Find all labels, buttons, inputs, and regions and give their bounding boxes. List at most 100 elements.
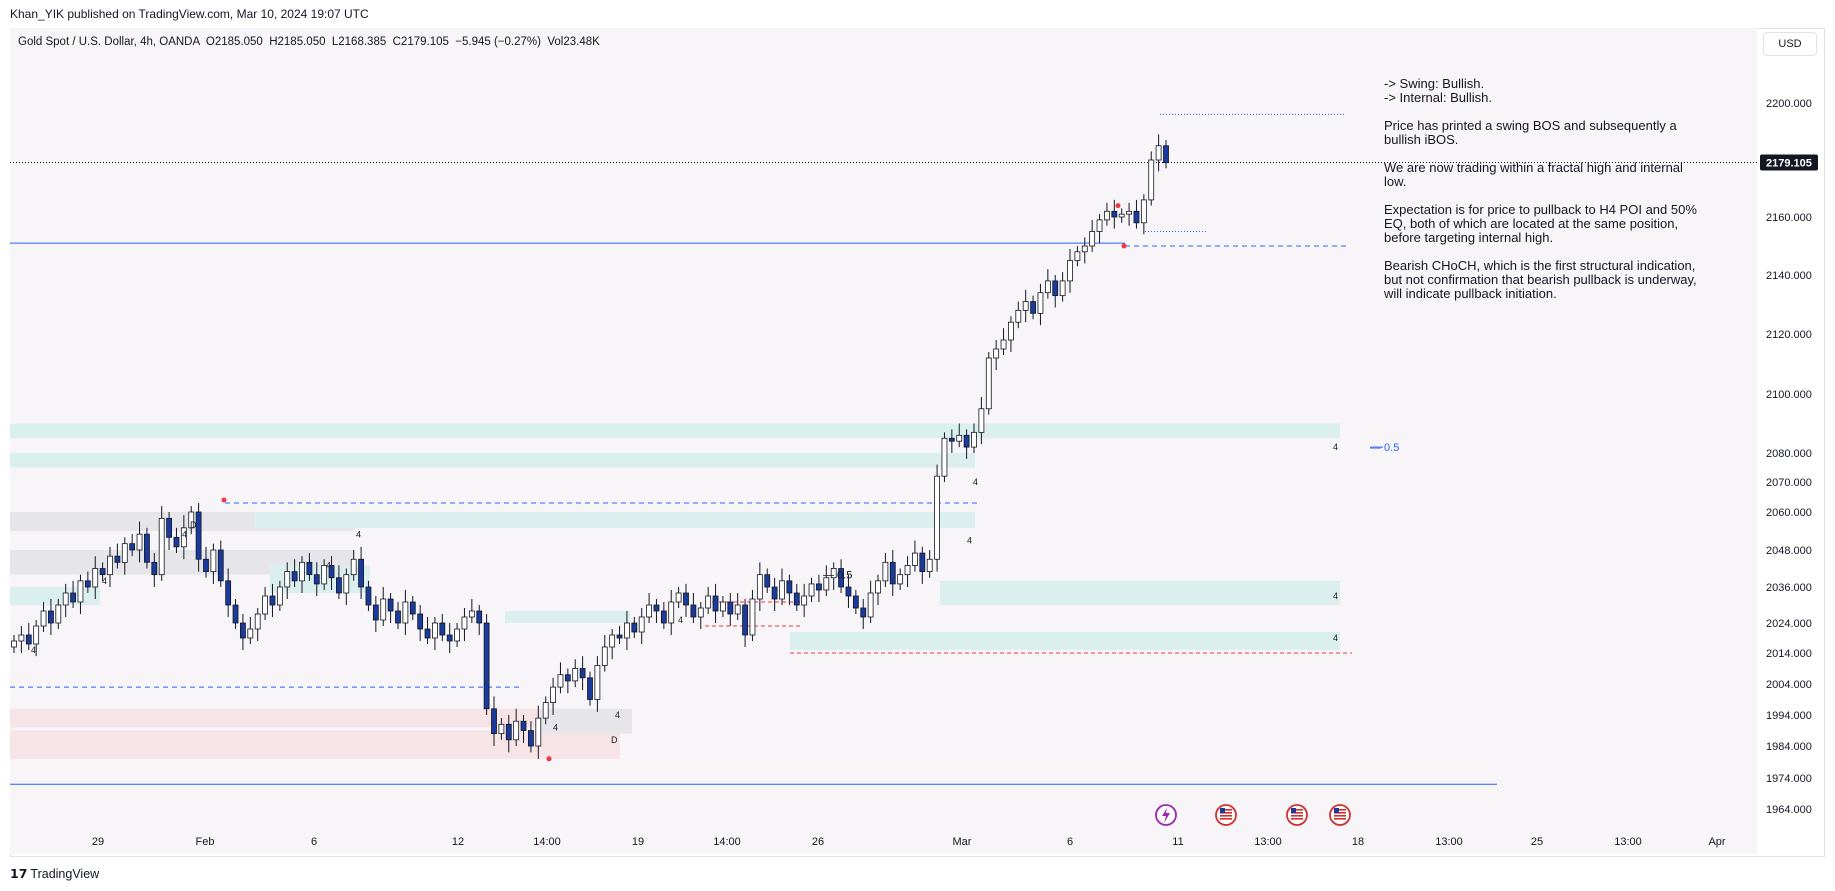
candle [816,574,822,602]
candle-body [638,616,645,633]
candle [786,574,793,605]
candle [1052,275,1059,308]
candle-body [188,511,195,529]
candle [535,705,542,759]
poi-zone [505,611,630,623]
candle [601,635,608,672]
flag-stripe [1220,815,1232,817]
currency-button[interactable]: USD [1763,32,1817,56]
candle-body [498,723,505,734]
candle [254,608,261,641]
candle-body [587,677,593,700]
candle [941,432,948,482]
candle [742,599,748,647]
candle [948,429,955,453]
candle [1104,202,1110,226]
time-tick-label: 14:00 [713,836,741,848]
footer-brand[interactable]: 𝟭𝟳 TradingView [10,866,99,881]
candle [1030,295,1036,320]
candle-body [882,561,889,582]
candle [579,656,586,691]
candle-body [55,604,62,624]
poi-zone [940,580,1340,605]
candle [889,550,896,596]
candle [11,635,17,653]
last-price-label: 2179.105 [1766,158,1812,170]
swing-point-marker [1115,203,1121,209]
candle [690,593,697,623]
candle-body [1008,321,1014,341]
candle-body [845,586,852,597]
zone-timeframe-label: 4 [1333,591,1338,601]
time-tick-label: 13:00 [1435,836,1463,848]
us-flag-event-icon[interactable] [1215,804,1237,826]
candle-body [321,565,328,585]
candle-body [564,674,571,682]
candle-body [786,580,793,594]
candle-body [948,437,955,442]
price-tick-label: 1964.000 [1766,804,1812,816]
candle [594,656,601,712]
candle [483,614,490,715]
price-axis: 2200.000 2160.000 2140.000 2120.000 2100.000… [1760,98,1818,816]
candle-body [121,543,128,563]
candle-body [25,634,32,645]
candle-body [409,601,416,615]
candle [18,626,25,653]
candle-body [985,357,992,410]
candle [867,580,874,623]
published-text: Khan_YIK published on TradingView.com, M… [10,7,369,21]
candle-body [372,604,379,621]
candle-body [1074,251,1081,261]
candle [343,568,350,605]
time-tick-label: Feb [196,836,215,848]
candle [505,715,512,753]
candle-body [1052,280,1059,297]
candle-body [1081,245,1088,253]
flag-stripe [1291,809,1303,811]
candle-body [299,561,305,582]
candle-body [336,577,342,594]
candle-body [424,628,431,639]
candle-body [668,601,675,624]
zone-timeframe-label: 4 [326,561,331,571]
candle [180,515,187,560]
candle-body [313,574,320,585]
candle [852,590,859,614]
candle-body [971,431,977,448]
candle [542,696,549,725]
candle [136,521,143,563]
candle [919,546,926,584]
candle [232,599,239,629]
us-flag-event-icon[interactable] [1286,804,1308,826]
candle-body [550,686,556,703]
candle-body [823,577,830,591]
candle [107,546,113,587]
candle [712,583,719,623]
candle [306,553,313,581]
candle [985,352,992,415]
candle [55,599,62,629]
zone-timeframe-label: 4 [356,529,361,539]
candle-body [107,555,113,576]
candle [299,556,305,593]
us-flag-event-icon[interactable] [1329,804,1351,826]
note-bos: Price has printed a swing BOS and subseq… [1384,118,1677,147]
candle-body [40,610,47,627]
lightning-event-icon[interactable] [1155,804,1177,826]
candle-body [756,574,763,600]
candle [1037,283,1044,326]
candle-body [92,568,99,588]
price-tick-label: 2120.000 [1766,329,1812,341]
candle-body [461,616,468,630]
zone-timeframe-label: 4 [678,615,683,625]
candle-body [1044,280,1051,294]
candle [262,587,268,620]
candle-body [254,613,261,630]
candle [336,565,342,599]
candle [151,553,158,587]
zone-timeframe-label: 4 [967,536,972,546]
candle [121,537,128,575]
candle-body [579,668,586,679]
